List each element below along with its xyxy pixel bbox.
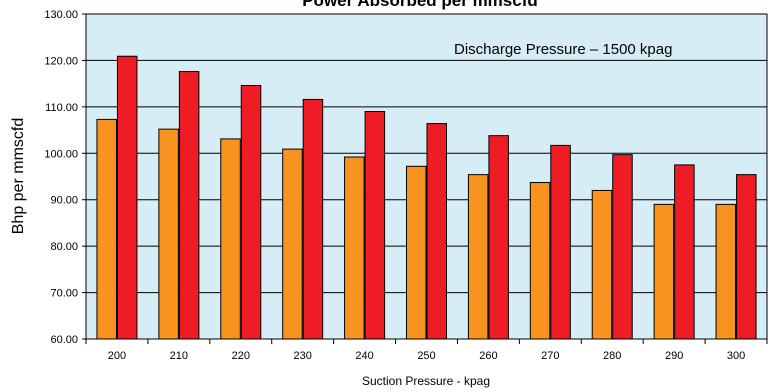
- x-tick-label-240: 240: [355, 350, 373, 362]
- bar-orange-260: [467, 174, 489, 340]
- bar-orange-280: [591, 189, 613, 340]
- x-tick-label-290: 290: [665, 350, 683, 362]
- x-axis-label: Suction Pressure - kpag: [362, 374, 490, 388]
- x-tick-label-300: 300: [727, 350, 745, 362]
- x-tick-label-210: 210: [170, 350, 188, 362]
- bar-orange-240: [344, 156, 365, 340]
- bar-orange-200: [96, 118, 117, 340]
- x-tick-labels: 200 210 220 230 240 250 260 270 280 290 300: [85, 339, 768, 362]
- x-tick-label-230: 230: [294, 350, 312, 362]
- bars: [96, 55, 757, 340]
- y-tick-label-4: 100.00: [44, 148, 78, 160]
- x-tick-label-260: 260: [479, 350, 497, 362]
- chart-title: Power Absorbed per mmscfd: [302, 0, 538, 10]
- annotation-label: Discharge Pressure – 1500 kpag: [454, 41, 672, 58]
- x-tick-label-250: 250: [417, 350, 435, 362]
- y-axis-label: Bhp per mmscfd: [10, 118, 27, 234]
- bar-red-250: [426, 123, 447, 340]
- x-tick-label-200: 200: [108, 350, 126, 362]
- y-tick-label-2: 80.00: [50, 241, 78, 253]
- bar-red-260: [488, 135, 509, 340]
- bar-red-290: [674, 164, 695, 340]
- x-tick-label-280: 280: [603, 350, 621, 362]
- bar-red-300: [736, 174, 757, 340]
- y-tick-label-7: 130.00: [44, 9, 78, 21]
- plot-border: [85, 13, 768, 340]
- bar-red-230: [302, 98, 324, 340]
- bar-red-280: [612, 154, 633, 340]
- x-tick-label-270: 270: [541, 350, 559, 362]
- bar-orange-270: [529, 182, 551, 340]
- bar-red-240: [364, 111, 386, 340]
- bar-orange-230: [282, 148, 303, 340]
- bar-orange-300: [715, 203, 737, 340]
- y-tick-label-3: 90.00: [50, 195, 78, 207]
- bar-red-200: [116, 55, 138, 340]
- bar-orange-210: [158, 128, 179, 340]
- y-tick-label-5: 110.00: [45, 102, 78, 114]
- bar-orange-250: [406, 165, 427, 340]
- y-tick-label-1: 70.00: [50, 288, 78, 300]
- x-tick-label-220: 220: [232, 350, 250, 362]
- y-tick-label-6: 120.00: [44, 55, 78, 67]
- y-tick-label-0: 60.00: [50, 334, 78, 346]
- bar-red-220: [240, 85, 262, 340]
- bar-red-210: [178, 71, 200, 340]
- y-tick-labels: 60.00 70.00 80.00 90.00 100.00 110.00 120.00 13…: [44, 9, 86, 346]
- bar-orange-220: [220, 138, 241, 340]
- bar-red-270: [550, 144, 571, 340]
- bar-orange-290: [653, 203, 675, 340]
